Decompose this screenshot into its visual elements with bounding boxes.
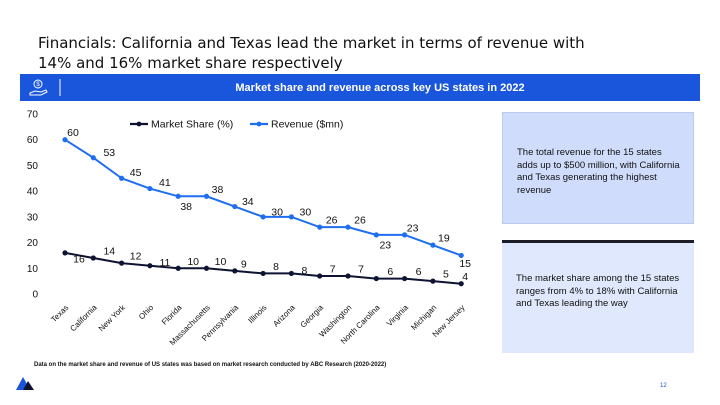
revenue-point xyxy=(175,193,181,199)
revenue-data-label: 60 xyxy=(67,127,79,139)
revenue-point xyxy=(402,232,408,238)
market-share-summary-card: The market share among the 15 states ran… xyxy=(502,240,694,353)
page-number: 12 xyxy=(660,383,667,389)
market-share-point xyxy=(62,250,68,256)
y-tick-label: 70 xyxy=(27,110,39,121)
y-tick-label: 10 xyxy=(27,264,39,275)
x-tick-label: Illinois xyxy=(246,303,268,325)
market-share-line xyxy=(64,251,462,285)
market-share-data-label: 8 xyxy=(301,265,307,277)
market-share-point xyxy=(119,260,125,266)
revenue-point xyxy=(119,175,125,181)
revenue-point xyxy=(373,232,379,238)
market-share-point xyxy=(90,255,96,261)
market-share-point xyxy=(430,278,436,284)
x-tick-label: Michigan xyxy=(409,303,438,332)
market-share-data-label: 10 xyxy=(187,256,199,268)
x-tick-label: Arizona xyxy=(271,303,297,329)
revenue-point xyxy=(260,214,266,220)
revenue-data-label: 23 xyxy=(407,222,419,234)
market-share-data-label: 9 xyxy=(241,258,247,270)
revenue-point xyxy=(203,193,210,199)
revenue-data-label: 34 xyxy=(242,196,254,208)
svg-text:$: $ xyxy=(36,82,40,88)
market-share-point xyxy=(260,270,266,277)
market-share-data-label: 6 xyxy=(387,266,393,278)
market-share-data-label: 10 xyxy=(215,256,227,268)
revenue-point xyxy=(458,252,464,259)
market-share-point xyxy=(288,270,294,277)
y-tick-label: 0 xyxy=(32,290,38,301)
x-tick-label: New York xyxy=(97,302,128,333)
revenue-data-label: 38 xyxy=(212,184,224,196)
revenue-point xyxy=(317,224,323,230)
market-share-point xyxy=(373,275,379,282)
x-tick-label: California xyxy=(68,303,99,334)
revenue-point xyxy=(62,137,68,143)
revenue-point xyxy=(288,214,294,220)
revenue-point xyxy=(430,242,436,248)
market-share-data-label: 8 xyxy=(273,261,279,273)
market-share-data-label: 14 xyxy=(103,246,115,258)
market-share-point xyxy=(147,263,153,269)
banner-title: Market share and revenue across key US s… xyxy=(235,81,525,94)
revenue-summary-card: The total revenue for the 15 states adds… xyxy=(502,112,694,224)
mountain-logo-icon xyxy=(16,377,34,390)
x-tick-label: Ohio xyxy=(137,303,156,322)
section-banner: $ Market share and revenue across key US… xyxy=(20,74,700,101)
market-share-data-label: 7 xyxy=(330,264,336,276)
market-share-data-label: 12 xyxy=(130,251,142,263)
y-axis: 0 10 20 30 40 50 60 70 xyxy=(27,110,39,301)
revenue-point xyxy=(147,185,153,192)
market-share-point xyxy=(203,265,210,271)
source-footnote: Data on the market share and revenue of … xyxy=(34,362,387,368)
chart-legend: Market Share (%) Revenue ($mn) xyxy=(130,119,343,131)
market-share-data-label: 16 xyxy=(73,253,85,265)
y-tick-label: 20 xyxy=(27,238,39,249)
revenue-data-label: 41 xyxy=(159,177,171,189)
y-tick-label: 30 xyxy=(27,212,39,223)
legend-label: Revenue ($mn) xyxy=(271,119,343,131)
y-tick-label: 40 xyxy=(27,187,39,198)
revenue-line xyxy=(64,138,462,257)
market-chart: 0 10 20 30 40 50 60 70 Market Share (%) Revenue … xyxy=(27,110,471,348)
revenue-data-label: 53 xyxy=(103,147,115,159)
revenue-point xyxy=(90,155,96,161)
revenue-data-label: 23 xyxy=(379,239,391,251)
revenue-data-label: 26 xyxy=(326,215,338,227)
revenue-data-label: 26 xyxy=(354,215,366,227)
x-tick-label: Texas xyxy=(49,303,70,324)
market-share-point xyxy=(458,281,464,287)
market-share-point xyxy=(345,273,351,279)
revenue-data-label: 19 xyxy=(438,233,450,245)
revenue-data-label: 45 xyxy=(130,167,142,179)
market-share-point xyxy=(402,275,408,282)
market-share-point xyxy=(232,268,238,274)
market-share-point xyxy=(317,273,323,279)
market-share-data-label: 6 xyxy=(416,266,422,278)
series-layer: 16 14 12 11 10 10 9 8 8 7 7 6 6 5 4 60 53 45 41 38 38 34 30 30 2… xyxy=(62,127,471,287)
market-share-point xyxy=(175,265,181,271)
y-tick-label: 50 xyxy=(27,161,39,172)
market-share-data-label: 4 xyxy=(462,271,468,283)
money-hand-icon: $ xyxy=(29,79,61,96)
revenue-data-label: 15 xyxy=(459,258,471,270)
market-share-data-label: 11 xyxy=(159,257,170,269)
x-tick-label: Florida xyxy=(160,303,184,327)
y-tick-label: 60 xyxy=(27,135,39,146)
revenue-data-label: 30 xyxy=(271,206,283,218)
revenue-point xyxy=(232,203,238,210)
x-tick-label: Virginia xyxy=(385,303,411,329)
x-tick-label: Georgia xyxy=(299,303,326,330)
legend-marker xyxy=(256,121,262,127)
revenue-data-label: 38 xyxy=(180,201,192,213)
market-share-data-label: 7 xyxy=(358,264,364,276)
page-title: Financials: California and Texas lead th… xyxy=(38,34,585,72)
legend-marker xyxy=(136,121,142,127)
revenue-point xyxy=(345,224,351,230)
legend-label: Market Share (%) xyxy=(151,119,233,131)
market-share-data-label: 5 xyxy=(443,269,449,281)
revenue-data-label: 30 xyxy=(300,206,312,218)
